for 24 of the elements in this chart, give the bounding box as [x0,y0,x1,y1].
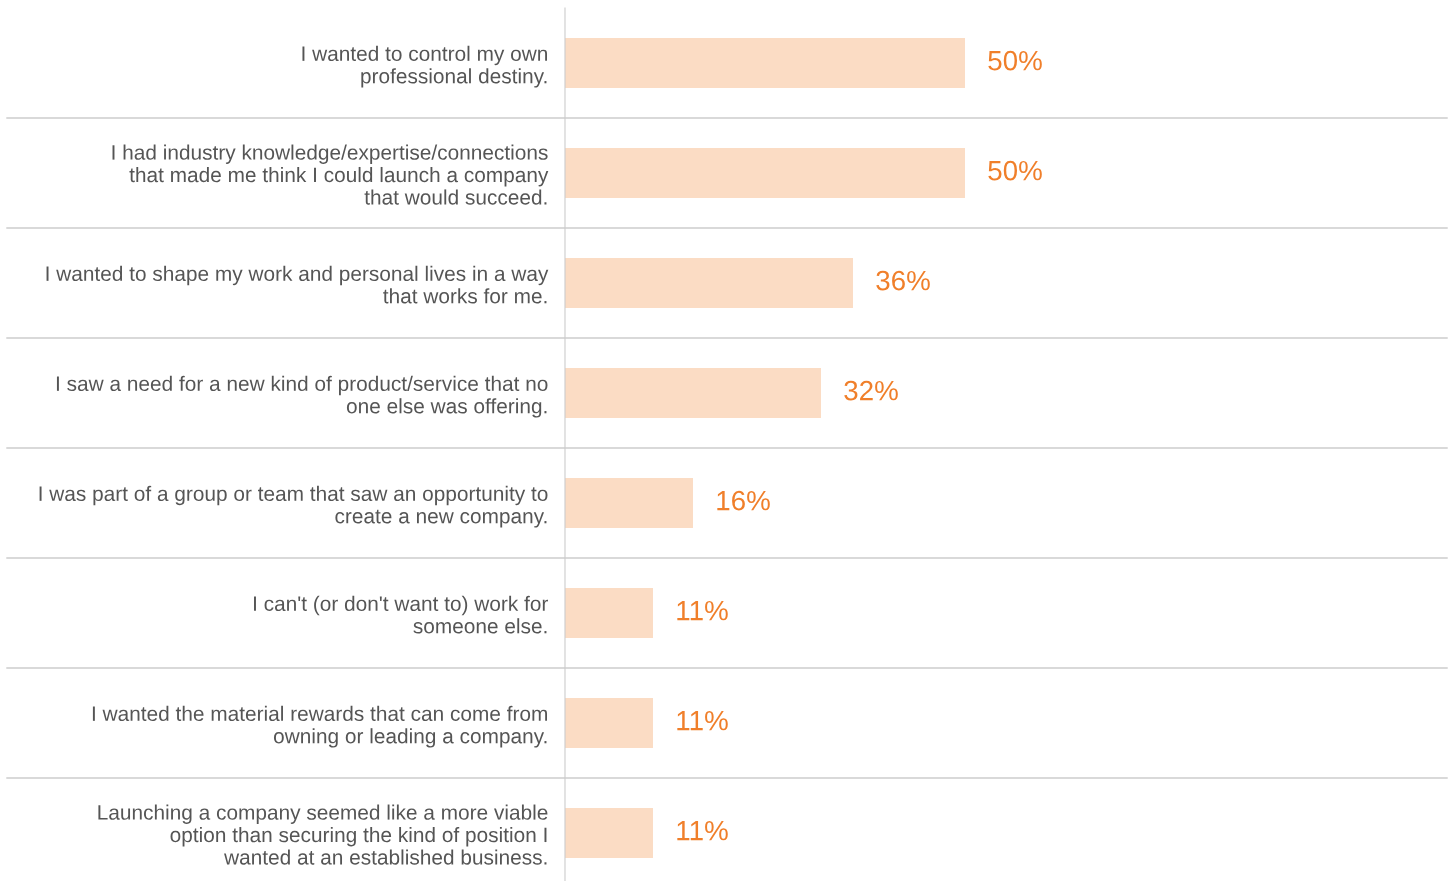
data-label: 32% [844,380,898,401]
bar [565,257,853,309]
bar [565,807,653,859]
bar [565,587,653,639]
y-tick-label: I had industry knowledge/expertise/connections that made me think I could launch a company that would succeed. [112,144,549,205]
y-tick-label: I was part of a group or team that saw an opportunity to create a new company. [39,485,548,528]
y-tick-label: I saw a need for a new kind of product/service that no one else was offering. [56,375,548,418]
bar [565,37,965,89]
y-tick-label: I wanted the material rewards that can come from owning or leading a company. [92,705,547,748]
data-label: 11% [677,600,728,621]
bar [565,367,821,419]
y-tick-label: I wanted to control my own professional destiny. [302,45,547,88]
data-label: 16% [717,490,770,511]
data-label: 11% [677,710,728,731]
bar [565,477,693,529]
y-tick-label: Launching a company seemed like a more viable option than securing the kind of position I wanted at an established business. [98,804,548,865]
data-label: 11% [677,820,728,841]
data-label: 50% [988,160,1042,181]
y-tick-label: I can't (or don't want to) work for someone else. [254,595,549,634]
bar [565,147,965,199]
data-label: 50% [988,50,1042,71]
y-tick-label: I wanted to shape my work and personal lives in a way that works for me. [46,265,549,304]
data-label: 36% [876,270,930,291]
bar [565,697,653,749]
